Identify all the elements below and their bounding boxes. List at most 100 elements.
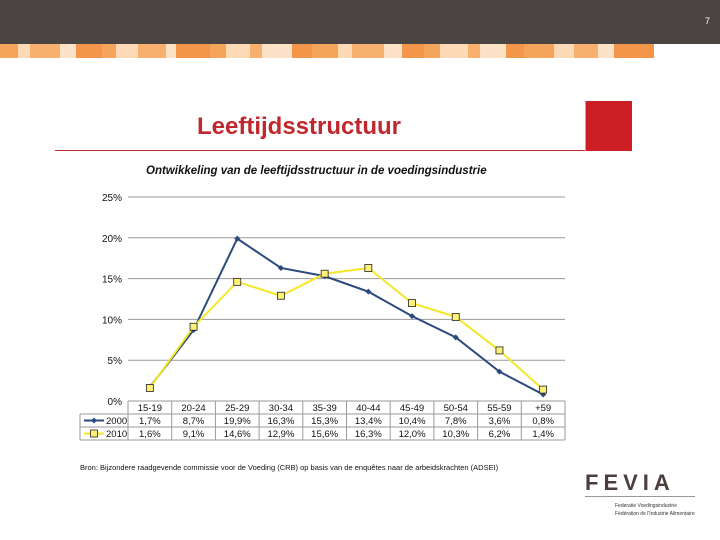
y-tick-label: 15% — [102, 275, 122, 286]
y-tick-label: 5% — [108, 356, 123, 367]
y-tick-label: 20% — [102, 234, 122, 245]
data-point-2010 — [189, 322, 198, 331]
decorative-stripe — [0, 44, 720, 58]
stripe-block — [384, 44, 402, 58]
data-label-2000: 3,6% — [489, 416, 511, 427]
y-tick-label: 25% — [102, 193, 122, 204]
stripe-block — [614, 44, 654, 58]
data-point-2010 — [451, 313, 460, 321]
stripe-block — [176, 44, 210, 58]
stripe-block — [598, 44, 614, 58]
stripe-block — [292, 44, 312, 58]
data-label-2010: 12,0% — [399, 429, 426, 440]
stripe-block — [60, 44, 76, 58]
stripe-block — [76, 44, 102, 58]
stripe-block — [262, 44, 292, 58]
stripe-block — [468, 44, 480, 58]
accent-square — [586, 101, 632, 151]
chart-title: Ontwikkeling van de leeftijdsstructuur i… — [146, 165, 487, 177]
logo-text: FEVIA — [585, 470, 675, 495]
stripe-block — [524, 44, 554, 58]
data-label-2010: 15,6% — [311, 429, 338, 440]
stripe-block — [574, 44, 598, 58]
stripe-block — [554, 44, 574, 58]
data-label-2000: 0,8% — [532, 416, 554, 427]
slide-title: Leeftijdsstructuur — [197, 113, 402, 140]
data-label-2010: 9,1% — [183, 429, 205, 440]
data-label-2010: 6,2% — [489, 429, 511, 440]
legend-label-2010: 2010 — [106, 429, 127, 440]
data-label-2010: 1,4% — [532, 429, 554, 440]
source-note: Bron: Bijzondere raadgevende commissie v… — [80, 463, 499, 472]
x-tick-label: 40-44 — [356, 403, 380, 414]
logo-subtitle-fr: Fédération de l'Industrie Alimentaire — [615, 511, 695, 517]
stripe-block — [352, 44, 384, 58]
stripe-block — [138, 44, 166, 58]
stripe-block — [18, 44, 30, 58]
data-point-2010 — [408, 299, 416, 307]
page-number: 7 — [704, 16, 710, 26]
stripe-block — [506, 44, 524, 58]
stripe-block — [480, 44, 506, 58]
data-label-2000: 8,7% — [183, 416, 205, 427]
x-tick-label: +59 — [535, 403, 551, 414]
x-tick-label: 45-49 — [400, 403, 424, 414]
stripe-block — [312, 44, 338, 58]
data-label-2000: 7,8% — [445, 416, 467, 427]
data-point-2000 — [365, 288, 372, 295]
data-label-2010: 16,3% — [355, 429, 382, 440]
x-tick-label: 35-39 — [312, 403, 336, 414]
stripe-block — [250, 44, 262, 58]
data-point-2010 — [277, 291, 285, 300]
data-label-2010: 12,9% — [267, 429, 294, 440]
stripe-block — [338, 44, 352, 58]
x-tick-label: 20-24 — [181, 403, 205, 414]
y-tick-label: 10% — [102, 315, 122, 326]
stripe-block — [402, 44, 424, 58]
fevia-logo: FEVIA Federatie Voedingsindustrie Fédéra… — [585, 470, 700, 530]
data-point-2010 — [539, 385, 548, 394]
legend-marker-2010 — [90, 429, 98, 438]
x-tick-label: 50-54 — [444, 403, 468, 414]
x-tick-label: 25-29 — [225, 403, 249, 414]
data-label-2010: 10,3% — [442, 429, 469, 440]
data-point-2010 — [320, 269, 329, 278]
x-tick-label: 55-59 — [487, 403, 511, 414]
y-tick-label: 0% — [108, 397, 123, 408]
data-label-2000: 13,4% — [355, 416, 382, 427]
data-point-2000 — [409, 313, 416, 320]
stripe-block — [0, 44, 18, 58]
data-point-2000 — [234, 235, 241, 242]
stripe-block — [166, 44, 176, 58]
data-point-2010 — [145, 384, 154, 392]
data-point-2000 — [277, 264, 284, 271]
data-label-2000: 19,9% — [224, 416, 251, 427]
data-label-2000: 15,3% — [311, 416, 338, 427]
series-line-2000 — [149, 237, 544, 396]
data-label-2010: 1,6% — [139, 429, 161, 440]
legend-label-2000: 2000 — [106, 416, 127, 427]
stripe-block — [116, 44, 138, 58]
logo-subtitle-nl: Federatie Voedingsindustrie — [615, 503, 677, 509]
data-point-2010 — [233, 277, 242, 286]
stripe-block — [226, 44, 250, 58]
stripe-block — [424, 44, 440, 58]
stripe-block — [210, 44, 226, 58]
stripe-block — [440, 44, 468, 58]
data-label-2010: 14,6% — [224, 429, 251, 440]
data-point-2000 — [496, 368, 503, 375]
logo-divider — [585, 496, 695, 497]
x-tick-label: 15-19 — [138, 403, 162, 414]
legend-marker-2000 — [91, 417, 97, 424]
top-bar: 7 — [0, 0, 720, 44]
stripe-block — [30, 44, 60, 58]
title-underline — [55, 150, 585, 151]
data-label-2000: 16,3% — [267, 416, 294, 427]
title-divider — [585, 101, 586, 151]
data-point-2010 — [364, 264, 373, 272]
stripe-block — [102, 44, 116, 58]
data-label-2000: 10,4% — [399, 416, 426, 427]
x-tick-label: 30-34 — [269, 403, 293, 414]
data-label-2000: 1,7% — [139, 416, 161, 427]
